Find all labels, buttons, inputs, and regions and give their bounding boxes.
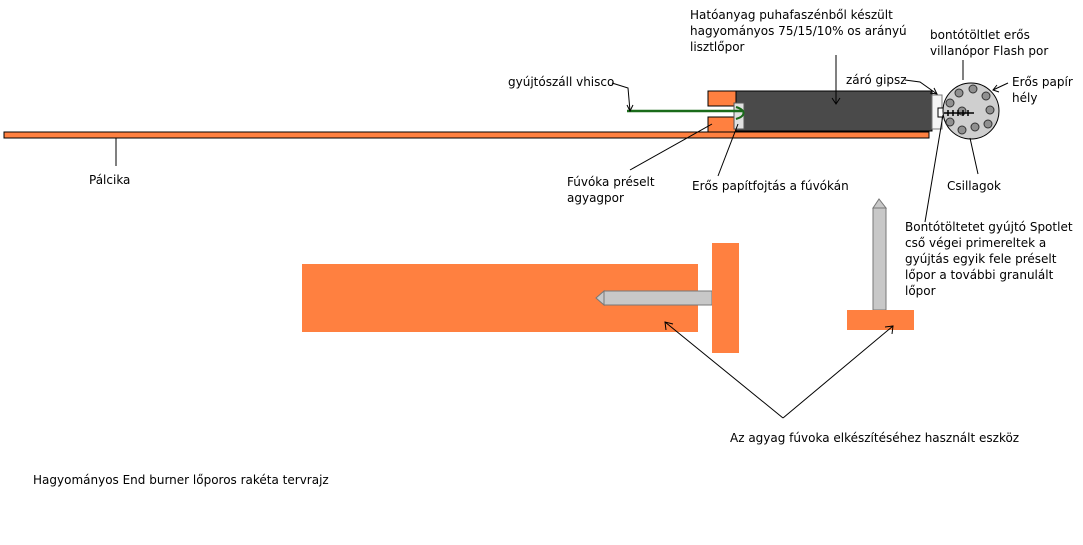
leader-papir-hely-head bbox=[992, 84, 1000, 93]
label-line: agyagpor bbox=[567, 191, 624, 205]
leader-gipsz-head bbox=[929, 87, 938, 95]
label-line: Bontótöltetet gyújtó Spotlet bbox=[905, 220, 1073, 234]
label-csillagok: Csillagok bbox=[947, 179, 1001, 193]
label-eros-papir-hely: Erős papír hély bbox=[1012, 74, 1073, 106]
label-line: Hatóanyag puhafaszénből készült bbox=[690, 8, 893, 22]
label-hatoanyag: Hatóanyag puhafaszénből készült hagyomán… bbox=[690, 7, 907, 55]
star bbox=[985, 105, 995, 115]
label-papirfojtas: Erős papítfojtás a fúvókán bbox=[692, 179, 849, 193]
leader-tool-2 bbox=[782, 325, 894, 419]
leader-papir-hely bbox=[992, 82, 1009, 91]
leader-tool-2-head bbox=[884, 325, 894, 335]
tool-pin bbox=[872, 207, 887, 311]
label-zaro-gipsz: záró gipsz bbox=[846, 73, 907, 87]
label-line: cső végei primereltek a bbox=[905, 236, 1047, 250]
nozzle-top bbox=[707, 90, 737, 107]
star bbox=[945, 117, 955, 127]
leader-tool-1-head bbox=[664, 321, 674, 331]
tool-rod bbox=[603, 290, 713, 306]
star bbox=[981, 91, 991, 101]
leader-fuvoka bbox=[629, 123, 713, 171]
leader-visco bbox=[611, 82, 631, 112]
nozzle-bottom bbox=[707, 116, 737, 133]
label-line: lőpor a további granulált bbox=[905, 268, 1054, 282]
label-agyag-eszkoz: Az agyag fúvoka elkészítéséhez használt … bbox=[730, 431, 1020, 445]
stick bbox=[3, 131, 930, 139]
star bbox=[954, 88, 964, 98]
label-bontotoltet: bontótöltlet erős villanópor Flash por bbox=[930, 27, 1048, 59]
tool-base bbox=[847, 310, 914, 330]
paper-wad bbox=[733, 102, 745, 130]
star bbox=[945, 98, 955, 108]
label-line: lisztlőpor bbox=[690, 40, 745, 54]
diagram-title: Hagyományos End burner lőporos rakéta te… bbox=[33, 473, 329, 487]
star bbox=[957, 106, 967, 116]
label-spotlet: Bontótöltetet gyújtó Spotlet cső végei p… bbox=[905, 219, 1073, 299]
star bbox=[957, 125, 967, 135]
label-line: hagyományos 75/15/10% os arányú bbox=[690, 24, 907, 38]
visco-fuse-end bbox=[735, 106, 745, 120]
stars bbox=[945, 84, 995, 135]
star bbox=[970, 122, 980, 132]
leader-visco-head bbox=[626, 104, 634, 113]
leader-papirfojtas bbox=[717, 123, 739, 177]
leader-lines bbox=[115, 55, 1009, 419]
label-fuvoka: Fúvóka préselt agyagpor bbox=[567, 174, 655, 206]
leader-spotlet bbox=[924, 114, 944, 223]
label-line: Fúvóka préselt bbox=[567, 175, 655, 189]
leader-tool-1 bbox=[664, 321, 784, 419]
label-line: villanópor Flash por bbox=[930, 44, 1049, 58]
rocket-body bbox=[735, 90, 933, 132]
tool-rod-tip bbox=[595, 289, 605, 307]
label-palcika: Pálcika bbox=[89, 173, 131, 187]
leader-hatoanyag-head bbox=[831, 97, 841, 105]
leader-gipsz bbox=[904, 79, 938, 95]
label-line: lőpor bbox=[905, 284, 936, 298]
star bbox=[968, 84, 978, 94]
label-line: Erős papír bbox=[1012, 75, 1073, 89]
tool-plate bbox=[712, 243, 739, 353]
label-gyujtoszall: gyújtószáll vhisco bbox=[508, 75, 615, 89]
label-line: bontótöltlet erős bbox=[930, 28, 1030, 42]
spotlet-fuse bbox=[944, 110, 974, 116]
leader-csillagok bbox=[969, 137, 979, 175]
tool-pin-tip bbox=[872, 198, 888, 209]
star bbox=[983, 119, 993, 129]
label-line: gyújtás egyik fele préselt bbox=[905, 252, 1057, 266]
label-line: hély bbox=[1012, 91, 1038, 105]
